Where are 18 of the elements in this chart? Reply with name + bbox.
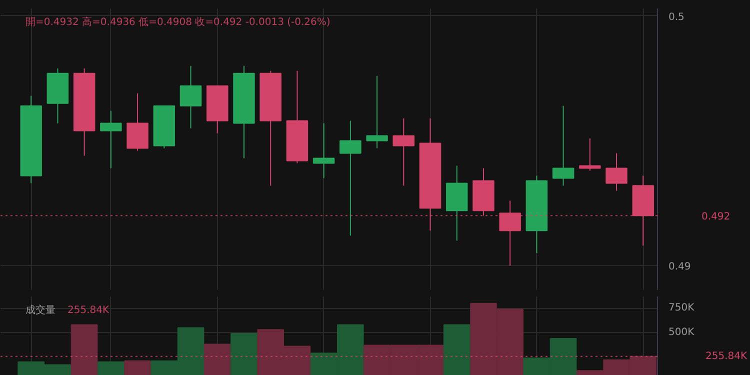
candlestick xyxy=(180,65,202,129)
candlestick xyxy=(552,105,574,186)
ref-line-label: 255.84K xyxy=(706,350,748,362)
candlestick xyxy=(340,120,362,236)
y-tick-label: 0.5 xyxy=(668,12,684,23)
candlestick xyxy=(100,110,122,169)
text: 成交量 xyxy=(26,304,56,316)
y-tick-label: 750K xyxy=(668,302,695,314)
y-tick-label: 0.49 xyxy=(668,262,691,273)
candlestick xyxy=(579,138,601,172)
y-tick-label: 500K xyxy=(668,327,695,338)
candlestick xyxy=(366,75,388,149)
candlestick xyxy=(392,118,415,186)
candlestick xyxy=(312,122,335,179)
candlestick xyxy=(606,152,628,192)
text: 255.84K xyxy=(68,305,110,316)
ref-line-label: 0.492 xyxy=(702,212,730,223)
text: 開=0.4932 高=0.4936 低=0.4908 收=0.492 -0.0013 (-0.26%) xyxy=(26,16,330,28)
